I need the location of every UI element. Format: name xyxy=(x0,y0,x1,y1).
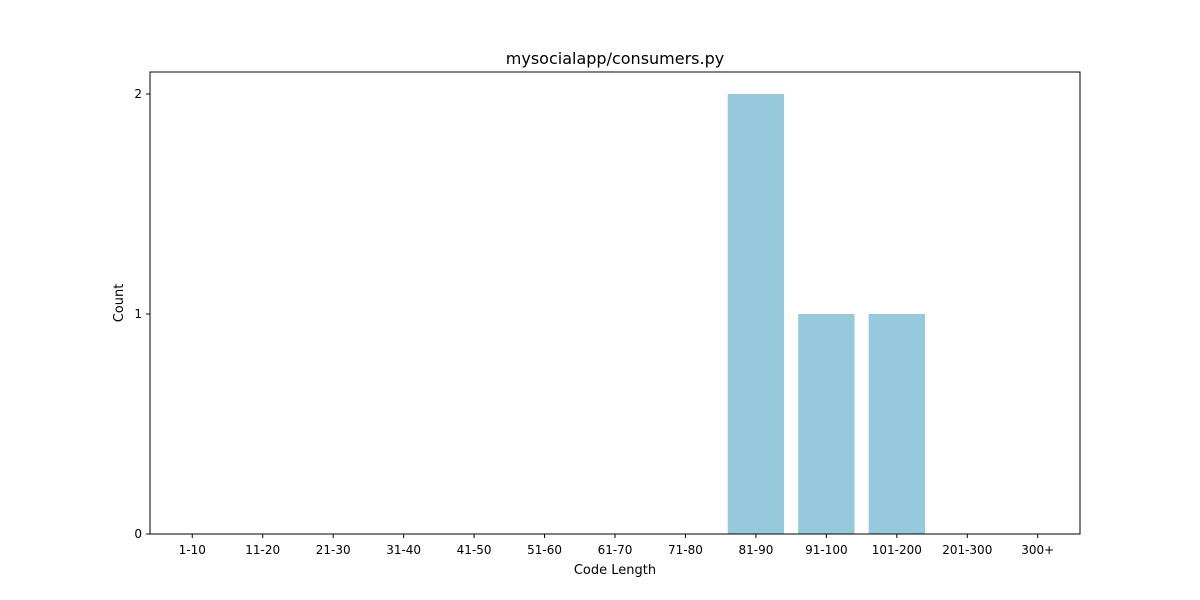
x-tick-label: 101-200 xyxy=(872,543,922,557)
x-tick-label: 21-30 xyxy=(316,543,351,557)
bar-81-90 xyxy=(727,94,785,534)
x-tick-label: 201-300 xyxy=(942,543,992,557)
x-tick-label: 91-100 xyxy=(805,543,848,557)
x-tick-label: 1-10 xyxy=(179,543,206,557)
x-tick-label: 71-80 xyxy=(668,543,703,557)
x-tick-label: 11-20 xyxy=(245,543,280,557)
x-tick-label: 31-40 xyxy=(386,543,421,557)
x-axis-ticks: 1-10 11-20 21-30 31-40 41-50 51-60 61-70 71-80 8… xyxy=(179,534,1054,557)
x-tick-label: 81-90 xyxy=(738,543,773,557)
x-axis-title: Code Length xyxy=(574,563,656,578)
x-tick-label: 61-70 xyxy=(598,543,633,557)
x-tick-label: 41-50 xyxy=(457,543,492,557)
x-tick-label: 51-60 xyxy=(527,543,562,557)
bars-group xyxy=(727,94,925,534)
y-tick-label: 1 xyxy=(134,307,142,321)
y-axis-title: Count xyxy=(112,284,127,323)
x-tick-label: 300+ xyxy=(1021,543,1054,557)
plot-area-frame xyxy=(149,71,1081,535)
y-tick-label: 0 xyxy=(134,527,142,541)
chart-title: mysocialapp/consumers.py xyxy=(506,49,724,68)
bar-91-100 xyxy=(798,314,855,534)
y-tick-label: 2 xyxy=(134,87,142,101)
bar-101-200 xyxy=(868,314,925,534)
y-axis-ticks: 0 1 2 xyxy=(134,87,150,541)
